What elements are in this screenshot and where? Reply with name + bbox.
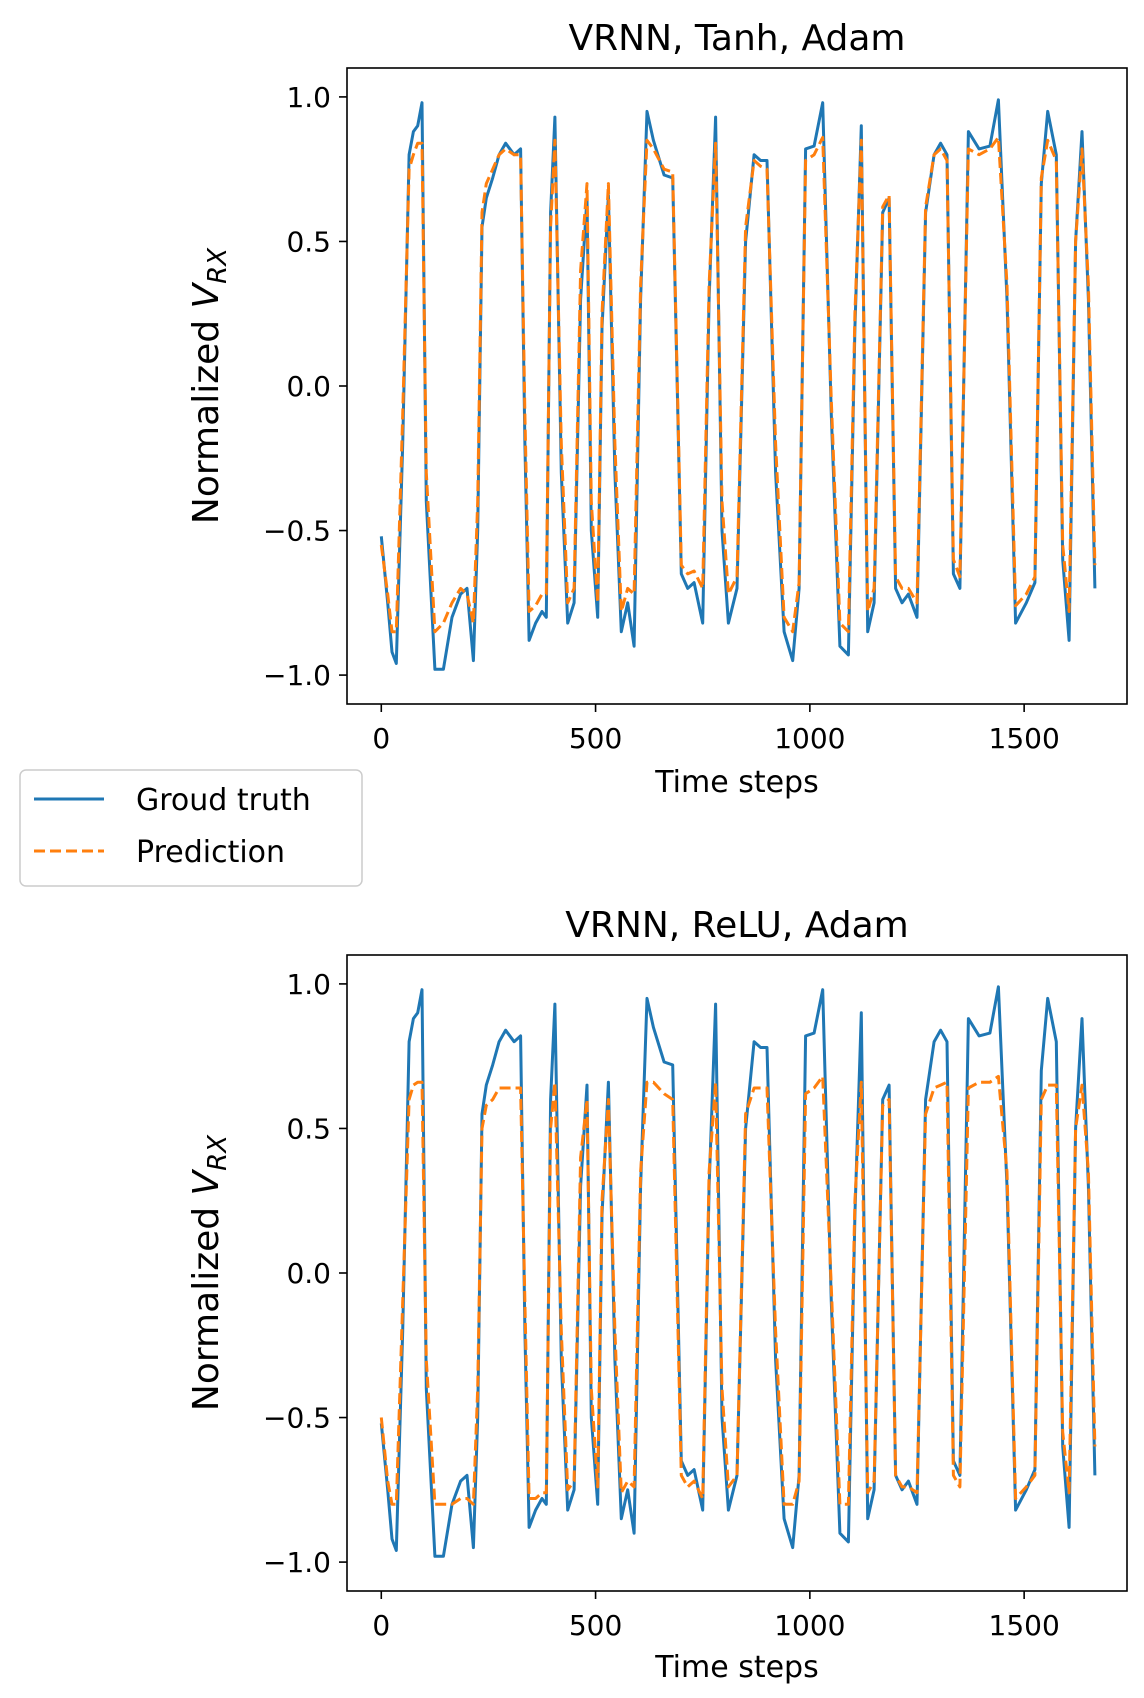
x-tick-label: 1000 bbox=[774, 722, 845, 755]
plot-area: 0 500 1000 1500 1.0 0.5 0.0 −0.5 −1.0 bbox=[263, 968, 1097, 1642]
y-tick-label: 0.0 bbox=[286, 370, 331, 403]
panel-1: VRNN, Tanh, Adam 0 500 1000 1500 1.0 0.5 0.0 −0… bbox=[186, 18, 1128, 800]
ground-truth-line bbox=[379, 98, 1097, 671]
y-tick-label: 0.5 bbox=[286, 225, 331, 258]
legend-frame bbox=[19, 769, 363, 887]
y-tick-label: −0.5 bbox=[263, 1402, 331, 1435]
axes-frame bbox=[346, 67, 1128, 705]
y-axis-label: Normalized VRX bbox=[186, 247, 233, 524]
x-tick-label: 1000 bbox=[774, 1609, 845, 1642]
x-tick-label: 500 bbox=[569, 1609, 622, 1642]
y-tick-label: −1.0 bbox=[263, 1546, 331, 1579]
x-axis-label: Time steps bbox=[654, 1650, 818, 1685]
y-tick-label: 0.5 bbox=[286, 1112, 331, 1145]
prediction-line bbox=[379, 135, 1097, 634]
chart-title: VRNN, Tanh, Adam bbox=[569, 18, 906, 59]
chart-title: VRNN, ReLU, Adam bbox=[565, 905, 908, 946]
ground-truth-line bbox=[379, 985, 1097, 1558]
y-axis-label-main: Normalized bbox=[186, 308, 227, 524]
x-tick-label: 1500 bbox=[989, 1609, 1060, 1642]
x-axis-label: Time steps bbox=[654, 765, 818, 800]
y-tick-label: −1.0 bbox=[263, 659, 331, 692]
y-axis-label-sub: RX bbox=[203, 247, 233, 284]
y-axis-label: Normalized VRX bbox=[186, 1134, 233, 1411]
y-axis-label-main: Normalized bbox=[186, 1195, 227, 1411]
y-tick-label: −0.5 bbox=[263, 515, 331, 548]
x-tick-label: 0 bbox=[372, 722, 390, 755]
y-tick-label: 1.0 bbox=[286, 81, 331, 114]
plot-area: 0 500 1000 1500 1.0 0.5 0.0 −0.5 −1.0 bbox=[263, 81, 1097, 755]
y-axis-label-var: V bbox=[186, 281, 227, 308]
y-axis-label-sub: RX bbox=[203, 1134, 233, 1171]
legend: Groud truth Prediction bbox=[19, 769, 363, 887]
y-tick-label: 1.0 bbox=[286, 968, 331, 1001]
panel-2: VRNN, ReLU, Adam 0 500 1000 1500 1.0 0.5 0.0 −0… bbox=[186, 905, 1128, 1685]
axes-frame bbox=[346, 954, 1128, 1592]
x-tick-label: 500 bbox=[569, 722, 622, 755]
legend-prediction-label: Prediction bbox=[136, 835, 285, 870]
x-tick-label: 1500 bbox=[989, 722, 1060, 755]
y-tick-label: 0.0 bbox=[286, 1257, 331, 1290]
prediction-line bbox=[379, 1074, 1097, 1506]
x-tick-label: 0 bbox=[372, 1609, 390, 1642]
y-axis-label-var: V bbox=[186, 1168, 227, 1195]
legend-truth-label: Groud truth bbox=[136, 783, 311, 818]
